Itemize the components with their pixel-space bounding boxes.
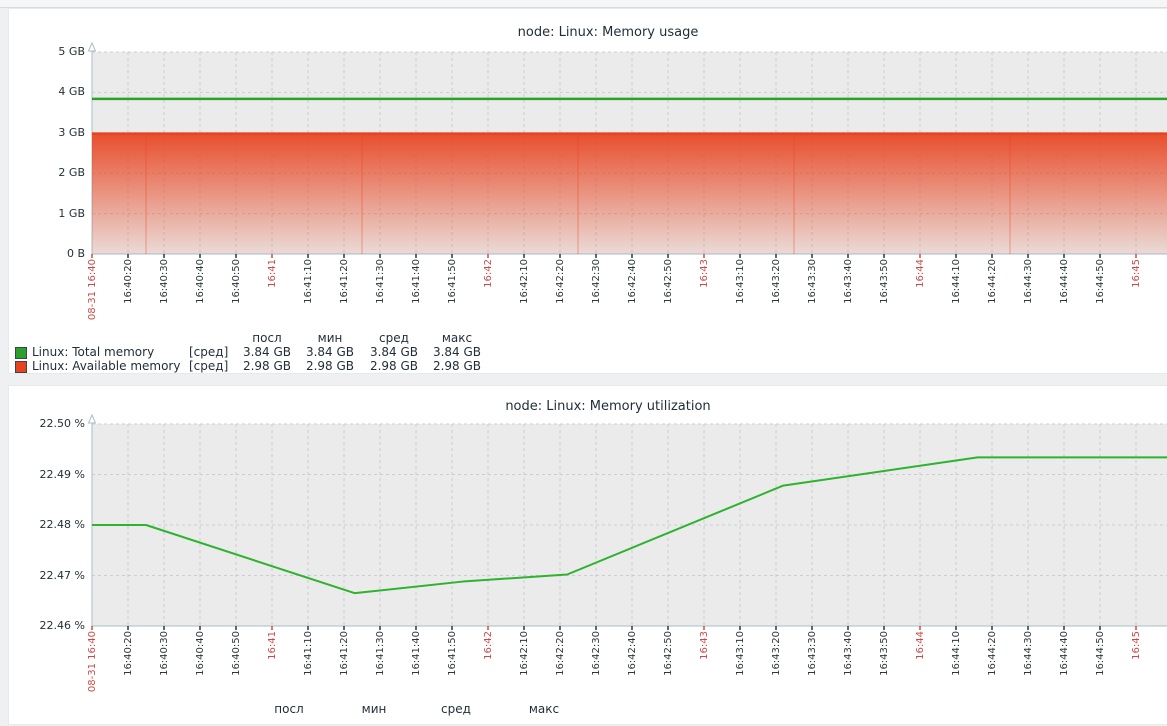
legend-value: 2.98 GB xyxy=(432,359,482,373)
y-axis-label: 22.46 % xyxy=(39,619,85,632)
legend-aggregation: [сред] xyxy=(189,359,229,373)
y-axis-label: 3 GB xyxy=(58,126,85,139)
plot-area-memory-utilization[interactable] xyxy=(9,386,1167,726)
legend-header: макс xyxy=(441,331,473,345)
legend-header: макс xyxy=(528,702,560,716)
legend: посл мин сред макс Linux: Total memory [сред]… xyxy=(9,9,1167,373)
legend-series-name: Linux: Total memory xyxy=(32,345,155,359)
legend-header: мин xyxy=(317,331,343,345)
y-axis-label: 4 GB xyxy=(58,85,85,98)
legend: посл мин сред макс xyxy=(9,386,1167,724)
legend-value: 3.84 GB xyxy=(369,345,419,359)
legend-color-swatch xyxy=(15,361,27,373)
y-axis-label: 22.49 % xyxy=(39,468,85,481)
legend-value: 2.98 GB xyxy=(369,359,419,373)
chart-title: node: Linux: Memory utilization xyxy=(505,399,711,414)
legend-header: посл xyxy=(274,702,304,716)
legend-value: 2.98 GB xyxy=(242,359,292,373)
chart-title: node: Linux: Memory usage xyxy=(517,25,699,40)
y-axis-label: 22.48 % xyxy=(39,518,85,531)
graph-panel-memory-utilization: node: Linux: Memory utilization 22.50 % 2… xyxy=(8,385,1167,725)
legend-value: 3.84 GB xyxy=(242,345,292,359)
y-axis-label: 22.50 % xyxy=(39,417,85,430)
y-axis-label: 2 GB xyxy=(58,166,85,179)
legend-aggregation: [сред] xyxy=(189,345,229,359)
browser-top-strip xyxy=(0,0,1167,8)
y-axis-label: 1 GB xyxy=(58,207,85,220)
plot-area-memory-usage[interactable] xyxy=(9,9,1167,375)
legend-value: 3.84 GB xyxy=(305,345,355,359)
y-axis-label: 0 B xyxy=(66,247,85,260)
y-axis-label: 5 GB xyxy=(58,45,85,58)
legend-header: сред xyxy=(379,331,409,345)
legend-header: мин xyxy=(361,702,387,716)
legend-header: посл xyxy=(252,331,282,345)
legend-value: 3.84 GB xyxy=(432,345,482,359)
legend-value: 2.98 GB xyxy=(305,359,355,373)
legend-header: сред xyxy=(441,702,471,716)
legend-series-name: Linux: Available memory xyxy=(32,359,181,373)
legend-color-swatch xyxy=(15,347,27,359)
graph-panel-memory-usage: node: Linux: Memory usage 5 GB 4 GB 3 GB 2 … xyxy=(8,8,1167,374)
y-axis-label: 22.47 % xyxy=(39,569,85,582)
